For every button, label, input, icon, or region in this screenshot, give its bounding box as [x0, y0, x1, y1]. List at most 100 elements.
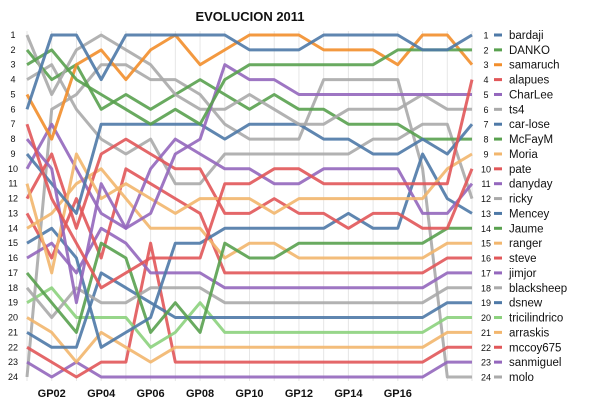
left-rank-label: 20 [8, 313, 18, 323]
legend-label: arraskis [509, 327, 550, 339]
chart-title: EVOLUCION 2011 [195, 9, 304, 24]
series-line-mccoy675 [26, 241, 472, 379]
left-rank-label: 21 [8, 327, 18, 337]
legend-rank: 6 [483, 105, 488, 115]
legend-rank: 21 [481, 328, 491, 338]
legend-rank: 7 [483, 120, 488, 130]
left-rank-label: 23 [8, 357, 18, 367]
series-line-samaruch [25, 33, 474, 141]
x-tick-label: GP08 [186, 388, 214, 400]
legend-rank: 2 [483, 45, 488, 55]
legend-label: car-lose [509, 119, 550, 131]
legend-label: ts4 [509, 104, 525, 116]
left-rank-label: 17 [8, 268, 18, 278]
series-line-arraskis [26, 316, 472, 364]
series-line-jimjor [26, 226, 472, 290]
legend-item: 22 mccoy675 [481, 342, 561, 354]
legend-label: CharLee [509, 89, 553, 101]
legend-rank: 16 [481, 254, 491, 264]
series-line-dsnew [26, 271, 472, 349]
legend-item: 2 DANKO [483, 45, 549, 57]
legend-item: 18 blacksheep [481, 283, 567, 295]
left-rank-label: 16 [8, 253, 18, 263]
legend-rank: 22 [481, 343, 491, 353]
legend-label: bardaji [509, 30, 544, 42]
left-rank-label: 3 [10, 60, 15, 70]
legend-rank: 19 [481, 298, 491, 308]
legend-rank: 20 [481, 313, 491, 323]
left-rank-label: 12 [8, 194, 18, 204]
series-line-jaume [25, 226, 472, 334]
legend-item: 21 arraskis [481, 327, 550, 339]
left-rank-label: 24 [8, 372, 18, 382]
legend-item: 11 danyday [481, 179, 552, 191]
left-rank-label: 13 [8, 208, 18, 218]
legend-label: McFayM [509, 134, 553, 146]
legend-item: 20 tricilindrico [481, 313, 563, 325]
left-rank-label: 2 [10, 45, 15, 55]
series-line-moria [25, 152, 473, 275]
legend-rank: 14 [481, 224, 491, 234]
legend-rank: 13 [481, 209, 491, 219]
grid-lines [26, 31, 473, 381]
series-line-car-lose [25, 122, 474, 215]
x-tick-label: GP14 [334, 388, 363, 400]
legend-rank: 8 [483, 135, 488, 145]
series-line-ts4 [25, 33, 472, 126]
legend-label: dsnew [509, 298, 543, 310]
left-rank-label: 15 [8, 238, 18, 248]
left-rank-label: 11 [8, 179, 17, 189]
series-line-charlee [25, 63, 472, 305]
legend-rank: 15 [481, 239, 491, 249]
series-line-tricilindrico [26, 286, 472, 349]
x-axis-ticks: GP02 GP04 GP06 GP08 GP10 GP12 GP14 GP16 [38, 388, 412, 400]
legend-item: 17 jimjor [481, 268, 537, 280]
legend-label: ranger [509, 238, 542, 250]
left-rank-label: 4 [10, 75, 15, 85]
legend-rank: 10 [481, 164, 491, 174]
left-rank-label: 6 [10, 104, 15, 114]
left-rank-label: 5 [10, 89, 15, 99]
legend-item: 19 dsnew [481, 298, 543, 310]
left-rank-label: 10 [8, 164, 18, 174]
series-line-ricky [26, 63, 474, 200]
legend-label: steve [509, 253, 537, 265]
legend-item: 10 pate [481, 164, 531, 176]
legend-label: pate [509, 164, 531, 176]
legend-rank: 3 [483, 60, 488, 70]
left-rank-label: 19 [8, 298, 18, 308]
legend-item: 1 bardaji [483, 30, 543, 42]
series-line-sanmiguel [26, 360, 472, 379]
series-line-mencey [26, 152, 473, 349]
legend-item: 14 Jaume [481, 223, 544, 235]
series-line-alapues [25, 79, 474, 290]
x-tick-label: GP16 [384, 388, 412, 400]
legend-item: 13 Mencey [481, 208, 550, 220]
legend-rank: 9 [483, 149, 488, 159]
legend-label: DANKO [509, 45, 550, 57]
legend-item: 6 ts4 [483, 104, 524, 116]
legend-item: 7 car-lose [483, 119, 549, 131]
left-rank-label: 18 [8, 283, 18, 293]
legend-item: 23 sanmiguel [481, 357, 561, 369]
legend-label: samaruch [509, 60, 560, 72]
legend-item: 16 steve [481, 253, 537, 265]
series-line-steve [25, 167, 472, 275]
series-line-pate [25, 137, 474, 230]
legend-rank: 4 [483, 75, 488, 85]
legend-rank: 23 [481, 358, 491, 368]
x-tick-label: GP06 [137, 388, 165, 400]
legend-item: 4 alapues [483, 75, 549, 87]
left-rank-label: 7 [10, 119, 15, 129]
left-rank-label: 14 [8, 223, 18, 233]
legend-rank: 11 [481, 179, 490, 189]
legend-item: 8 McFayM [483, 134, 553, 146]
legend-label: Mencey [509, 208, 550, 220]
legend-label: molo [509, 372, 534, 384]
series-line-mcfaym [25, 48, 472, 141]
series-line-blacksheep [25, 286, 472, 319]
x-tick-label: GP12 [285, 388, 313, 400]
x-tick-label: GP04 [87, 388, 116, 400]
legend-rank: 1 [483, 31, 488, 41]
